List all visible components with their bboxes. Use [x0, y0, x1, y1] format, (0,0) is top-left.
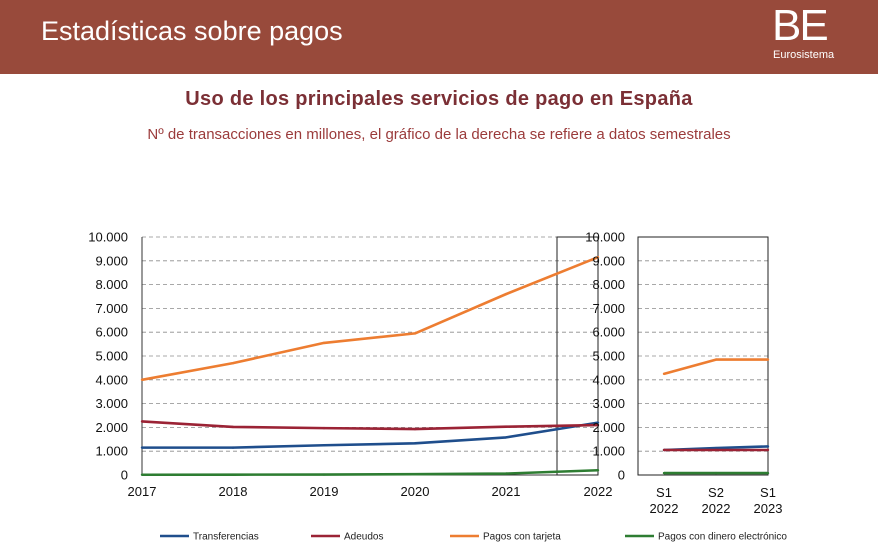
x-tick-label: 2021: [492, 484, 521, 499]
x-tick-label: 2017: [128, 484, 157, 499]
logo-subtitle: Eurosistema: [773, 49, 835, 61]
data-point: [231, 425, 235, 429]
data-point: [662, 372, 666, 376]
y-tick-label: 1.000: [95, 444, 128, 459]
x-tick-label: 2022: [650, 501, 679, 516]
series-line: [141, 420, 599, 431]
data-point: [322, 444, 326, 447]
y-tick-label: 0: [618, 468, 625, 483]
data-point: [413, 332, 417, 335]
data-point: [662, 448, 666, 452]
y-tick-label: 8.000: [592, 277, 625, 292]
y-tick-label: 9.000: [95, 253, 128, 268]
highlight-box-2022: [556, 236, 599, 476]
data-point: [714, 448, 718, 452]
x-tick-label: 2023: [754, 501, 783, 516]
x-tick-label: 2020: [401, 484, 430, 499]
x-tick-label: 2018: [219, 484, 248, 499]
data-point: [140, 420, 144, 423]
series-line: [663, 358, 768, 376]
data-point: [596, 423, 600, 427]
y-tick-label: 1.000: [592, 444, 625, 459]
y-tick-label: 3.000: [95, 396, 128, 411]
data-point: [714, 446, 718, 450]
data-point: [662, 471, 666, 475]
data-point: [322, 426, 326, 430]
y-tick-label: 5.000: [592, 349, 625, 364]
data-point: [714, 358, 718, 361]
data-point: [231, 361, 235, 365]
x-tick-label: S1: [656, 485, 672, 500]
logo-mark: BE: [772, 1, 829, 50]
be-eurosistema-logo: BE Eurosistema: [772, 2, 862, 66]
data-point: [714, 471, 718, 475]
legend-label: Transferencias: [193, 532, 259, 543]
y-tick-label: 8.000: [95, 277, 128, 292]
data-point: [413, 427, 417, 431]
data-point: [766, 358, 770, 361]
y-tick-label: 3.000: [592, 396, 625, 411]
x-tick-label: S1: [760, 485, 776, 500]
legend-label: Adeudos: [344, 532, 383, 543]
data-point: [140, 378, 144, 381]
chart-title: Uso de los principales servicios de pago…: [185, 88, 693, 110]
data-point: [504, 292, 508, 296]
y-tick-label: 6.000: [95, 325, 128, 340]
legend-label: Pagos con dinero electrónico: [658, 532, 787, 543]
y-tick-label: 6.000: [592, 325, 625, 340]
data-point: [766, 471, 770, 475]
series-line: [141, 256, 599, 382]
data-point: [766, 448, 770, 452]
data-point: [596, 421, 600, 424]
data-point: [140, 473, 144, 476]
page-title: Estadísticas sobre pagos: [41, 16, 343, 46]
data-point: [231, 473, 235, 476]
y-tick-label: 2.000: [95, 420, 128, 435]
series-line: [141, 468, 599, 477]
y-tick-label: 4.000: [95, 372, 128, 387]
y-tick-label: 10.000: [585, 230, 625, 245]
data-point: [231, 446, 235, 449]
data-point: [413, 472, 417, 476]
data-point: [766, 445, 770, 448]
data-point: [504, 436, 508, 439]
y-tick-label: 5.000: [95, 349, 128, 364]
data-point: [504, 425, 508, 428]
y-tick-label: 10.000: [88, 230, 128, 245]
x-tick-label: 2022: [584, 484, 613, 499]
series-line: [142, 421, 599, 449]
data-point: [596, 469, 600, 472]
legend-label: Pagos con tarjeta: [483, 532, 561, 543]
data-point: [322, 473, 326, 476]
y-tick-label: 7.000: [95, 301, 128, 316]
chart-subtitle: Nº de transacciones en millones, el gráf…: [147, 126, 731, 143]
y-tick-label: 7.000: [592, 301, 625, 316]
data-point: [504, 472, 508, 475]
y-tick-label: 4.000: [592, 372, 625, 387]
y-tick-label: 2.000: [592, 420, 625, 435]
y-tick-label: 0: [121, 468, 128, 483]
header-bar: Estadísticas sobre pagos BE Eurosistema: [0, 0, 878, 74]
data-point: [140, 446, 144, 449]
x-tick-label: 2022: [702, 501, 731, 516]
x-tick-label: S2: [708, 485, 724, 500]
data-point: [322, 341, 326, 345]
x-tick-label: 2019: [310, 484, 339, 499]
y-tick-label: 9.000: [592, 253, 625, 268]
data-point: [596, 256, 600, 259]
data-point: [413, 442, 417, 445]
semester-panel-frame: [637, 236, 769, 476]
